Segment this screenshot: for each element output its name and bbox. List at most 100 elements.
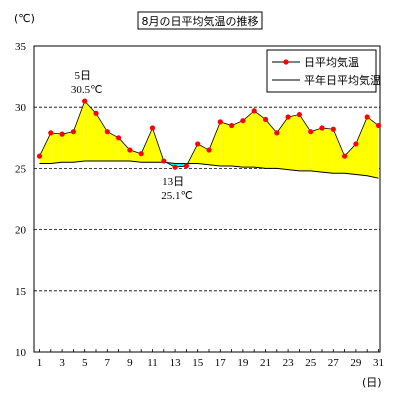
area-fills: [39, 101, 379, 179]
area-segment-14: [197, 143, 209, 165]
area-segment-28: [355, 116, 368, 176]
x-tick-11: 11: [147, 357, 158, 369]
area-segment-3: [73, 101, 85, 163]
x-tick-21: 21: [260, 357, 271, 369]
area-segment-20: [265, 119, 277, 169]
area-segment-18: [242, 110, 255, 168]
area-segment-22: [288, 114, 300, 171]
x-tick-25: 25: [305, 357, 317, 369]
data-point-day-28: [342, 153, 348, 159]
annotation-day-13: 13日: [162, 176, 184, 188]
x-tick-23: 23: [283, 357, 295, 369]
gridlines: [34, 106, 380, 292]
data-point-day-21: [262, 116, 269, 123]
data-point-day-31: [375, 122, 382, 129]
data-point-day-9: [127, 147, 133, 153]
x-tick-29: 29: [350, 357, 362, 369]
area-segment-5: [96, 113, 108, 162]
data-point-day-12: [161, 158, 167, 164]
x-tick-27: 27: [328, 357, 340, 369]
data-point-day-3: [59, 131, 65, 137]
data-point-day-2: [48, 130, 54, 136]
normal-series-line: [39, 160, 379, 179]
x-tick-3: 3: [59, 357, 65, 369]
legend-box: [266, 49, 377, 93]
data-point-day-5: [82, 98, 88, 104]
area-segment-1: [50, 132, 63, 164]
data-point-day-27: [330, 126, 336, 132]
area-segment-15: [209, 121, 221, 166]
y-tick-35: 35: [15, 41, 27, 53]
area-segment-21: [276, 116, 289, 170]
x-tick-labels: 1 3 5 7 9 11 13 15 17 19 21 23 25 27 29 31: [37, 349, 384, 369]
area-segment-6: [107, 131, 119, 162]
chart-title-box: [137, 11, 263, 30]
annotation-value-5: 30.5℃: [71, 84, 103, 96]
area-segment-7: [118, 137, 130, 162]
x-tick-9: 9: [127, 357, 133, 369]
data-point-day-4: [70, 129, 76, 135]
chart-title: 8月の日平均気温の推移: [142, 14, 259, 28]
x-tick-31: 31: [373, 357, 384, 369]
data-point-day-10: [138, 151, 144, 157]
x-tick-1: 1: [37, 357, 43, 369]
area-segment-25: [322, 128, 334, 174]
annotation-value-13: 25.1℃: [161, 190, 193, 202]
y-tick-30: 30: [15, 102, 27, 114]
data-point-day-25: [308, 129, 314, 135]
annotation-day-5: 5日: [74, 70, 91, 82]
x-tick-7: 7: [105, 357, 111, 369]
area-segment-24: [310, 128, 322, 173]
area-segment-26: [333, 129, 345, 174]
legend-label-daily: 日平均気温: [304, 55, 359, 69]
data-point-day-29: [353, 141, 359, 147]
data-point-day-13: [172, 164, 178, 170]
y-unit-label: (℃): [14, 12, 35, 25]
data-point-day-8: [116, 135, 122, 141]
area-segment-0: [39, 132, 51, 164]
data-point-day-24: [296, 111, 302, 118]
data-point-day-14: [183, 163, 189, 169]
y-tick-20: 20: [15, 225, 27, 237]
legend: 日平均気温 平年日平均気温: [266, 49, 381, 93]
area-segment-2: [62, 131, 74, 163]
y-tick-25: 25: [15, 163, 27, 175]
area-segment-16: [220, 121, 232, 166]
legend-label-normal: 平年日平均気温: [304, 73, 381, 87]
plot-area: [33, 45, 381, 353]
data-point-day-30: [364, 114, 370, 120]
area-segment-29: [367, 116, 379, 179]
x-tick-13: 13: [170, 357, 182, 369]
data-point-day-1: [36, 153, 43, 159]
daily-temperature-points: [36, 98, 382, 170]
x-tick-19: 19: [237, 357, 249, 369]
data-point-day-15: [195, 141, 201, 147]
annotations: 5日 30.5℃ 13日 25.1℃: [71, 70, 193, 202]
data-point-day-17: [217, 119, 223, 125]
data-point-day-23: [285, 114, 291, 120]
area-segment-19: [254, 110, 266, 169]
x-tick-15: 15: [192, 357, 204, 369]
area-segment-4: [84, 101, 96, 162]
legend-marker-daily: [283, 59, 289, 65]
data-point-day-18: [229, 122, 235, 129]
data-point-day-16: [206, 147, 212, 153]
area-segment-17: [231, 120, 243, 168]
y-tick-labels: 10 15 20 25 30 35: [15, 41, 27, 359]
y-tick-10: 10: [15, 347, 27, 359]
data-point-day-6: [93, 110, 99, 116]
data-point-day-26: [319, 125, 325, 131]
x-unit-label: (日): [362, 376, 382, 389]
data-point-day-20: [251, 108, 257, 114]
data-point-day-22: [274, 130, 280, 136]
data-point-day-19: [240, 118, 246, 124]
data-point-day-7: [104, 129, 110, 135]
y-tick-15: 15: [15, 286, 27, 298]
area-segment-23: [299, 114, 311, 171]
x-tick-5: 5: [82, 357, 88, 369]
normal-temperature-line: [39, 160, 379, 179]
x-tick-17: 17: [215, 357, 227, 369]
area-segment-9: [141, 128, 153, 163]
area-segment-27: [344, 143, 356, 175]
